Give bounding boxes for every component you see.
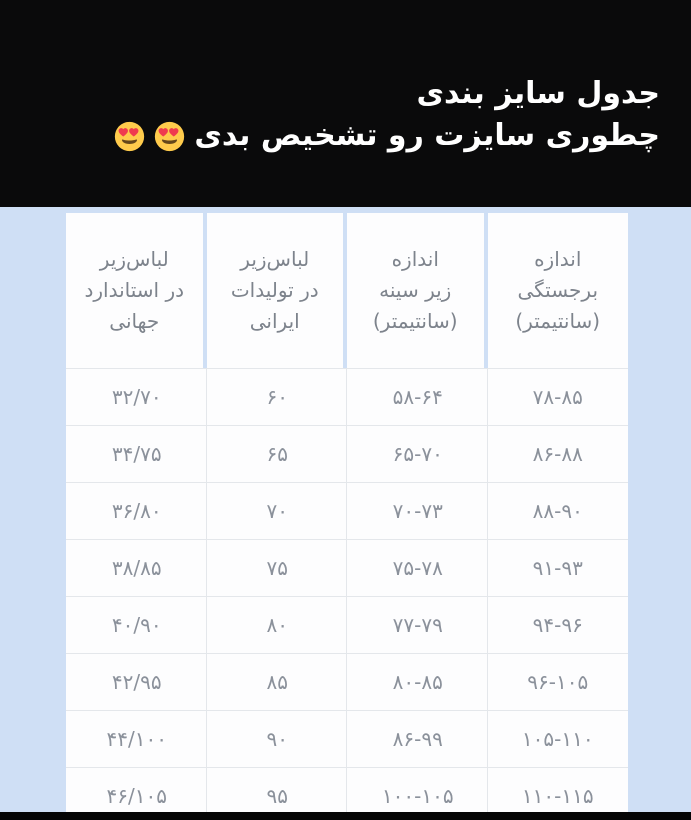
data-cell-r5-c0: ۹۶-۱۰۵ — [487, 653, 628, 710]
data-cell-r6-c1: ۸۶-۹۹ — [347, 710, 488, 767]
title-banner: جدول سایز بندی چطوری سایزت رو تشخیص بدی — [0, 0, 691, 207]
size-table: اندازه برجستگی (سانتیمتر) اندازه زیر سینه (سا… — [66, 213, 628, 820]
table-row-6: ۱۰۵-۱۱۰ ۸۶-۹۹ ۹۰ ۴۴/۱۰۰ — [66, 710, 628, 767]
header-cell-line: جهانی — [109, 309, 160, 333]
data-cell-r0-c3: ۳۲/۷۰ — [66, 368, 207, 425]
heart-eyes-emoji — [115, 121, 145, 151]
data-cell-r7-c1: ۱۰۰-۱۰۵ — [347, 767, 488, 820]
title-block: جدول سایز بندی چطوری سایزت رو تشخیص بدی — [114, 73, 660, 157]
table-row-2: ۸۸-۹۰ ۷۰-۷۳ ۷۰ ۳۶/۸۰ — [66, 482, 628, 539]
header-cell-line: اندازه — [391, 247, 439, 271]
data-cell-r2-c2: ۷۰ — [206, 482, 347, 539]
header-cell-line: اندازه — [534, 247, 582, 271]
data-cell-r7-c0: ۱۱۰-۱۱۵ — [487, 767, 628, 820]
header-cell-1: اندازه زیر سینه (سانتیمتر) — [347, 213, 488, 368]
data-cell-r3-c0: ۹۱-۹۳ — [487, 539, 628, 596]
page-subtitle: چطوری سایزت رو تشخیص بدی — [194, 118, 660, 153]
header-cell-line: در تولیدات — [230, 278, 319, 302]
data-cell-r1-c3: ۳۴/۷۵ — [66, 425, 207, 482]
data-cell-r6-c2: ۹۰ — [206, 710, 347, 767]
data-cell-r6-c3: ۴۴/۱۰۰ — [66, 710, 207, 767]
data-cell-r6-c0: ۱۰۵-۱۱۰ — [487, 710, 628, 767]
header-cell-2: لباس‌زیر در تولیدات ایرانی — [206, 213, 347, 368]
data-cell-r3-c3: ۳۸/۸۵ — [66, 539, 207, 596]
bottom-edge-bar — [0, 812, 691, 820]
data-cell-r1-c2: ۶۵ — [206, 425, 347, 482]
header-cell-line: برجستگی — [517, 278, 599, 302]
data-cell-r4-c1: ۷۷-۷۹ — [347, 596, 488, 653]
data-cell-r1-c0: ۸۶-۸۸ — [487, 425, 628, 482]
data-cell-r4-c2: ۸۰ — [206, 596, 347, 653]
data-cell-r5-c1: ۸۰-۸۵ — [347, 653, 488, 710]
table-row-7: ۱۱۰-۱۱۵ ۱۰۰-۱۰۵ ۹۵ ۴۶/۱۰۵ — [66, 767, 628, 820]
page-title: جدول سایز بندی — [416, 76, 660, 111]
page-subtitle-row: چطوری سایزت رو تشخیص بدی — [114, 115, 660, 157]
header-cell-line: ایرانی — [249, 309, 300, 333]
data-cell-r5-c3: ۴۲/۹۵ — [66, 653, 207, 710]
data-cell-r3-c2: ۷۵ — [206, 539, 347, 596]
data-cell-r2-c0: ۸۸-۹۰ — [487, 482, 628, 539]
size-table-head: اندازه برجستگی (سانتیمتر) اندازه زیر سینه (سا… — [66, 213, 628, 368]
table-row-4: ۹۴-۹۶ ۷۷-۷۹ ۸۰ ۴۰/۹۰ — [66, 596, 628, 653]
data-cell-r7-c3: ۴۶/۱۰۵ — [66, 767, 207, 820]
header-cell-line: زیر سینه — [379, 278, 452, 302]
data-cell-r1-c1: ۶۵-۷۰ — [347, 425, 488, 482]
data-cell-r0-c1: ۵۸-۶۴ — [347, 368, 488, 425]
data-cell-r0-c0: ۷۸-۸۵ — [487, 368, 628, 425]
table-row-3: ۹۱-۹۳ ۷۵-۷۸ ۷۵ ۳۸/۸۵ — [66, 539, 628, 596]
data-cell-r4-c3: ۴۰/۹۰ — [66, 596, 207, 653]
data-cell-r3-c1: ۷۵-۷۸ — [347, 539, 488, 596]
header-cell-line: (سانتیمتر) — [515, 309, 601, 333]
table-row-1: ۸۶-۸۸ ۶۵-۷۰ ۶۵ ۳۴/۷۵ — [66, 425, 628, 482]
header-row: اندازه برجستگی (سانتیمتر) اندازه زیر سینه (سا… — [66, 213, 628, 368]
header-cell-3: لباس‌زیر در استاندارد جهانی — [66, 213, 207, 368]
header-cell-line: (سانتیمتر) — [372, 309, 458, 333]
data-cell-r2-c1: ۷۰-۷۳ — [347, 482, 488, 539]
header-cell-line: لباس‌زیر — [240, 247, 310, 271]
heart-eyes-emoji — [155, 121, 185, 151]
header-cell-line: در استاندارد — [84, 278, 185, 302]
data-cell-r7-c2: ۹۵ — [206, 767, 347, 820]
header-cell-line: لباس‌زیر — [99, 247, 169, 271]
size-table-body: ۷۸-۸۵ ۵۸-۶۴ ۶۰ ۳۲/۷۰ ۸۶-۸۸ ۶۵-۷۰ ۶۵ ۳۴/۷۵ ۸۸-۹۰ ۷… — [66, 368, 628, 820]
data-cell-r2-c3: ۳۶/۸۰ — [66, 482, 207, 539]
header-cell-0: اندازه برجستگی (سانتیمتر) — [487, 213, 628, 368]
table-row-0: ۷۸-۸۵ ۵۸-۶۴ ۶۰ ۳۲/۷۰ — [66, 368, 628, 425]
table-row-5: ۹۶-۱۰۵ ۸۰-۸۵ ۸۵ ۴۲/۹۵ — [66, 653, 628, 710]
data-cell-r4-c0: ۹۴-۹۶ — [487, 596, 628, 653]
data-cell-r0-c2: ۶۰ — [206, 368, 347, 425]
data-cell-r5-c2: ۸۵ — [206, 653, 347, 710]
